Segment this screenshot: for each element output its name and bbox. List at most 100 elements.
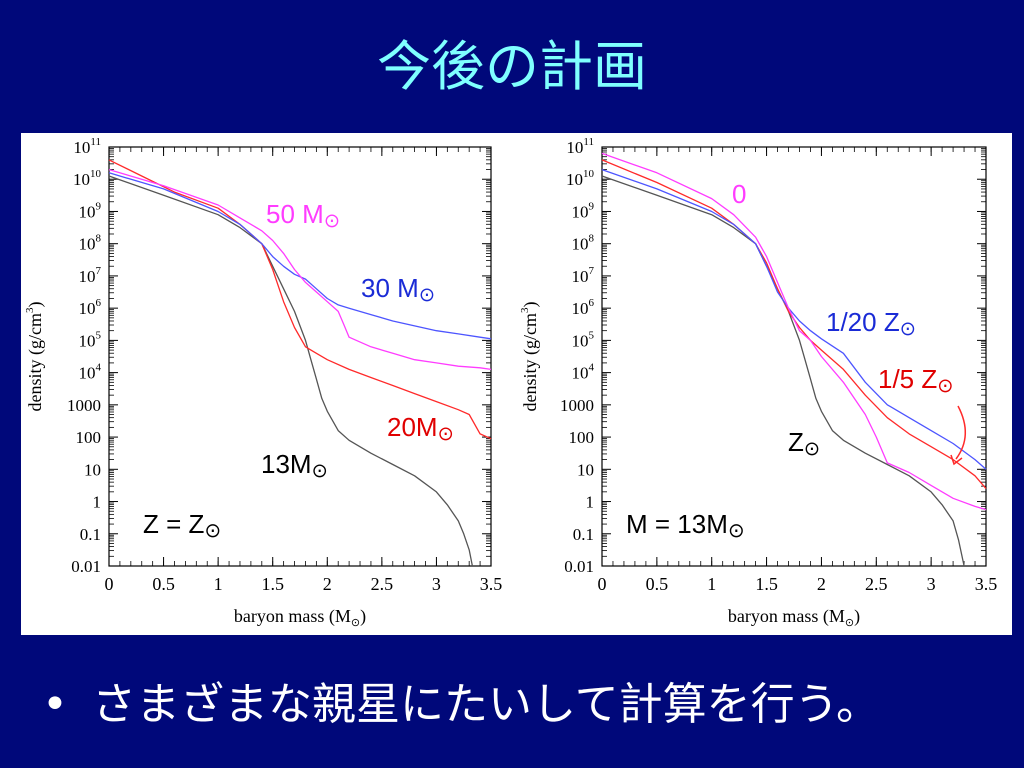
x-tick-label: 0.5 [646, 574, 669, 594]
y-axis-title-text: density (g/cm [520, 313, 541, 411]
y-tick-label: 106 [79, 297, 102, 318]
y-axis-title-superscript: 3 [519, 307, 531, 313]
series-line [601, 152, 987, 511]
y-tick-label-exponent: 6 [96, 297, 102, 309]
plot-frame [108, 146, 492, 567]
y-tick-label: 107 [79, 265, 102, 286]
y-tick-label: 105 [572, 329, 595, 350]
series-annotation-text: 1/20 Z [826, 307, 900, 337]
y-tick-label-base: 1 [586, 493, 595, 512]
sun-symbol: ⊙ [728, 518, 745, 542]
x-tick-label: 0 [598, 574, 607, 594]
y-tick-label-base: 10 [84, 460, 101, 479]
sun-symbol: ⊙ [419, 283, 435, 306]
y-tick-label: 1000 [67, 396, 101, 415]
series-annotation: Z⊙ [788, 427, 820, 460]
y-tick-label: 10 [577, 460, 594, 479]
x-axis-title: baryon mass (M⊙) [234, 606, 366, 629]
x-tick-label: 2 [323, 574, 332, 594]
x-tick-label: 0 [105, 574, 114, 594]
density-chart-left: 1011101010910810710610510410001001010.10… [24, 136, 502, 629]
y-axis-title: density (g/cm3) [519, 302, 541, 412]
y-tick-label-exponent: 7 [96, 265, 102, 277]
series-annotation-text: Z [788, 427, 804, 457]
y-tick-label: 1 [586, 493, 595, 512]
condition-label-text: M = 13M [626, 509, 728, 539]
y-tick-label: 109 [79, 200, 102, 221]
y-axis-title-text: density (g/cm [25, 313, 46, 411]
series-annotation: 20M⊙ [387, 412, 454, 445]
y-tick-label: 0.1 [80, 525, 101, 544]
y-tick-label-base: 0.01 [564, 557, 594, 576]
sun-symbol: ⊙ [204, 518, 221, 542]
y-tick-label-base: 10 [79, 364, 96, 383]
x-tick-label: 3 [432, 574, 441, 594]
y-tick-label-base: 1000 [67, 396, 101, 415]
y-tick-label: 108 [572, 233, 595, 254]
y-tick-label-base: 10 [572, 202, 589, 221]
y-tick-label-exponent: 7 [589, 265, 595, 277]
x-axis-title: baryon mass (M⊙) [728, 606, 860, 629]
y-tick-label-base: 10 [73, 138, 90, 157]
sun-symbol: ⊙ [312, 459, 328, 482]
y-tick-label: 1010 [566, 168, 595, 189]
y-tick-label: 108 [79, 233, 102, 254]
y-tick-label: 0.01 [71, 557, 101, 576]
x-tick-label: 3.5 [975, 574, 998, 594]
x-axis-title-text: baryon mass (M [234, 606, 351, 627]
y-tick-label-base: 10 [572, 331, 589, 350]
y-tick-label-base: 10 [79, 299, 96, 318]
condition-label: M = 13M⊙ [626, 509, 745, 542]
y-axis-title-superscript: 3 [24, 307, 36, 313]
pointer-arrowhead [950, 454, 963, 466]
x-axis-title-tail: ) [854, 606, 860, 627]
series-annotation-text: 30 M [361, 273, 419, 303]
y-tick-label-exponent: 11 [583, 136, 594, 148]
y-tick-label-exponent: 10 [90, 168, 102, 180]
series-line [108, 172, 492, 340]
x-tick-label: 1 [707, 574, 716, 594]
series-annotation: 30 M⊙ [361, 273, 435, 306]
series-annotation: 50 M⊙ [266, 199, 340, 232]
y-tick-label: 0.01 [564, 557, 594, 576]
y-tick-label: 1010 [73, 168, 102, 189]
y-tick-label-exponent: 9 [96, 200, 102, 212]
y-tick-label-exponent: 11 [90, 136, 101, 148]
x-tick-label: 1 [214, 574, 223, 594]
sun-symbol: ⊙ [804, 437, 820, 460]
x-tick-label: 2.5 [865, 574, 888, 594]
y-axis-title: density (g/cm3) [24, 302, 46, 412]
y-tick-label: 0.1 [573, 525, 594, 544]
chart-panel-right: 1011 1010 109 108 107 106 105 104 1000 100 10 1 0.1 0… [516, 133, 1012, 635]
y-tick-label: 104 [79, 362, 102, 383]
sun-symbol: ⊙ [900, 317, 916, 340]
y-tick-label-base: 10 [79, 267, 96, 286]
y-tick-label-base: 10 [572, 364, 589, 383]
y-tick-label-exponent: 5 [96, 329, 102, 341]
y-tick-label-base: 10 [79, 235, 96, 254]
y-tick-label: 1 [93, 493, 102, 512]
y-tick-label-exponent: 5 [589, 329, 595, 341]
y-tick-label: 1000 [560, 396, 594, 415]
x-axis-title-tail: ) [360, 606, 366, 627]
y-tick-label-base: 10 [577, 460, 594, 479]
x-tick-label: 1.5 [755, 574, 778, 594]
y-tick-label-base: 0.01 [71, 557, 101, 576]
series-annotation-text: 20M [387, 412, 438, 442]
x-tick-label: 1.5 [261, 574, 284, 594]
y-tick-label: 1011 [73, 136, 101, 157]
y-tick-label-base: 0.1 [80, 525, 101, 544]
y-tick-label-base: 1 [93, 493, 102, 512]
series-annotation-text: 1/5 Z [878, 364, 937, 394]
bullet-item: • さまざまな親星にたいして計算を行う。 [42, 668, 880, 732]
y-axis-title-tail: ) [25, 302, 46, 308]
series-annotation-text: 13M [261, 449, 312, 479]
y-tick-label-exponent: 9 [589, 200, 595, 212]
y-tick-label-exponent: 10 [583, 168, 595, 180]
series-annotation: 13M⊙ [261, 449, 328, 482]
series-line [108, 168, 492, 371]
y-tick-label-exponent: 8 [96, 233, 102, 245]
condition-label-text: Z = Z [143, 509, 205, 539]
pointer-arrow [955, 405, 966, 460]
x-tick-label: 2 [817, 574, 826, 594]
